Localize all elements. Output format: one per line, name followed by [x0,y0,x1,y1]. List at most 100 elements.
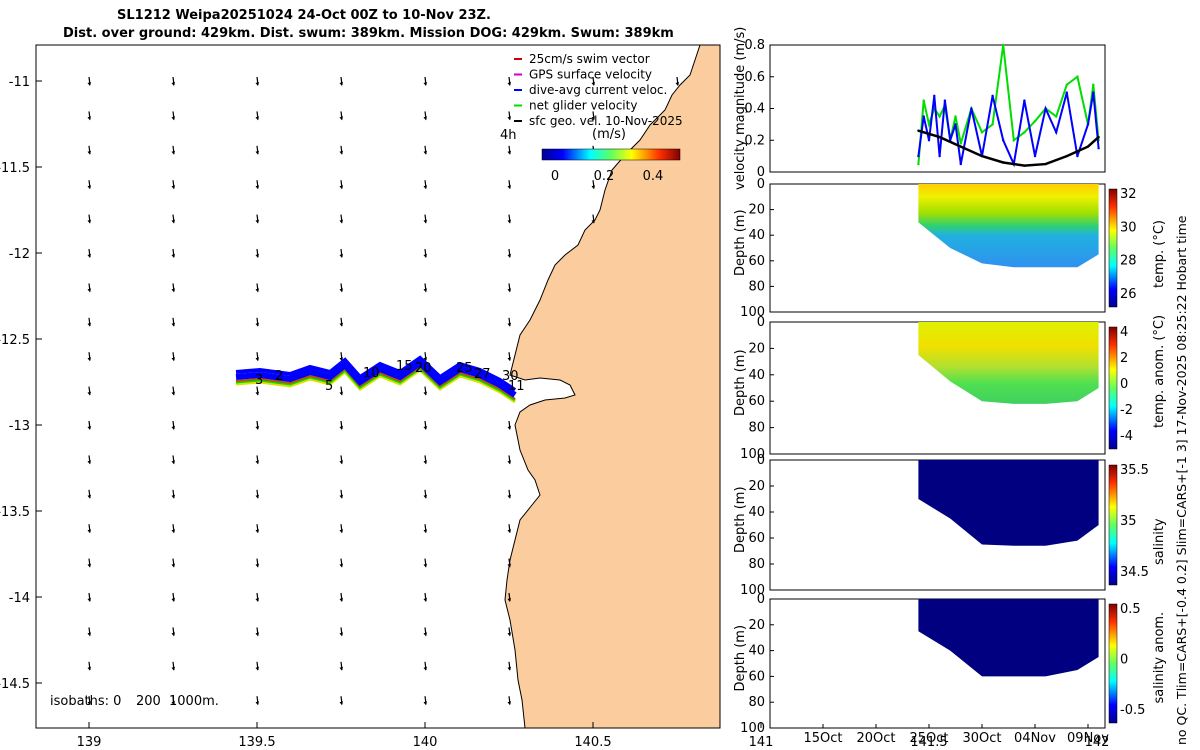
temp_anom-cbar-tick: 2 [1120,351,1128,366]
salinity-cbar-tick: 35.5 [1120,463,1149,478]
velocity-point [1092,91,1095,94]
current-arrowhead [171,185,175,190]
isobath-200: 200 [136,694,161,709]
depth-tick-label: 60 [748,394,765,409]
depth-tick-label: 40 [748,368,765,383]
velocity-point [959,162,962,166]
current-arrowhead [171,666,175,671]
time-tick-label: 25Oct [909,731,948,746]
current-arrowhead [423,666,427,671]
current-arrowhead [507,460,511,465]
current-arrowhead [255,529,259,534]
velocity-point [1033,154,1037,158]
temp_anom-cbar-label: temp. anom. (°C) [1152,315,1167,428]
current-arrowhead [507,598,511,602]
velocity-point [917,154,920,158]
map-ytick-label: -11 [9,75,30,90]
map-xtick-label: 139.5 [238,735,275,750]
velocity-point [959,145,962,148]
current-arrowhead [171,701,175,706]
depth-tick-label: 100 [740,447,765,462]
map-xtick-label: 140.5 [574,735,611,750]
depth-tick-label: 80 [748,279,765,294]
temp-data-area [918,184,1099,268]
depth-tick-label: 80 [748,695,765,710]
current-arrowhead [339,288,343,293]
salinity-cbar-tick: 35 [1120,514,1137,529]
current-arrowhead [171,322,175,327]
current-arrowhead [339,529,343,534]
colorbar-label: (m/s) [592,127,626,142]
current-arrowhead [591,219,595,224]
salinity_anom-colorbar [1108,603,1118,724]
current-arrowhead [591,82,595,86]
current-arrowhead [339,666,343,671]
current-arrowhead [339,185,343,190]
map-ytick-label: -13 [9,419,30,434]
temp-cbar-label: temp. (°C) [1152,220,1167,288]
current-arrowhead [87,322,91,327]
velocity-panel-frame [769,44,1106,173]
velocity-ylabel: velocity magnitude (m/s) [733,27,748,190]
legend-label: GPS surface velocity [529,68,652,82]
current-arrowhead [255,219,259,224]
speed-colorbar [541,148,681,161]
current-arrowhead [87,357,91,362]
current-arrowhead [423,529,427,534]
salinity_anom-cbar-tick: 0.5 [1120,602,1141,617]
current-arrowhead [255,666,259,671]
current-arrowhead [87,563,91,568]
title-line-1: SL1212 Weipa20251024 24-Oct 00Z to 10-No… [117,8,491,23]
velocity-point [1002,139,1005,142]
current-arrowhead [507,426,511,430]
depth-tick-label: 0 [757,315,765,330]
depth-tick-label: 40 [748,228,765,243]
current-arrowhead [423,150,427,155]
current-arrowhead [255,322,259,327]
map-ytick-label: -12 [9,247,30,262]
current-arrowhead [423,632,427,637]
velocity-ytick-label: 0.6 [744,70,765,85]
depth-tick-label: 80 [748,421,765,436]
current-arrowhead [339,322,343,327]
current-arrowhead [87,219,91,224]
current-vector-field [87,76,679,706]
velocity-series-line [918,129,1100,167]
map-legend: 25cm/s swim vector GPS surface velocitydi… [514,52,683,128]
current-arrowhead [171,357,175,362]
current-arrowhead [423,82,427,86]
velocity-point [991,123,994,126]
track-yellow [235,368,516,404]
velocity-point [954,123,957,126]
current-arrowhead [171,391,175,396]
current-arrowhead [171,563,175,568]
map-xtick-label: 141 [749,735,774,750]
velocity-point [1002,43,1005,47]
velocity-point [1055,115,1058,118]
time-tick-label: 15Oct [803,731,842,746]
current-arrowhead [507,666,511,671]
depth-tick-label: 0 [757,453,765,468]
temp_anom-data-area [918,322,1099,404]
current-arrowhead [255,460,259,465]
current-arrowhead [255,116,259,121]
current-arrowhead [507,185,511,190]
velocity-point [980,131,984,134]
current-arrowhead [339,219,343,224]
current-arrowhead [507,494,511,499]
current-arrowhead [87,701,91,706]
current-arrowhead [423,288,427,293]
current-arrowhead [339,426,343,430]
temp_anom-cbar-tick: -2 [1120,403,1133,418]
depth-tick-label: 60 [748,254,765,269]
salinity_anom-cbar-label: salinity anom. [1152,612,1167,704]
depth-tick-label: 60 [748,669,765,684]
velocity-point [1092,83,1095,86]
map-frame [35,44,721,729]
temp-cbar-tick: 30 [1120,220,1137,235]
track-label: 11 [508,379,525,394]
current-arrowhead [675,82,679,86]
velocity-point [1023,131,1026,134]
